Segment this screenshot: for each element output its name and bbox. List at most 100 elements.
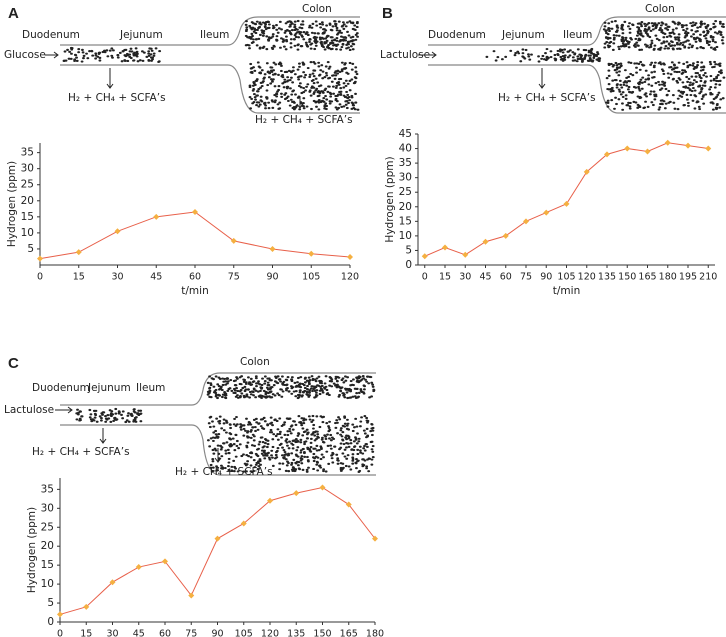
dot xyxy=(220,388,224,392)
dot xyxy=(261,446,265,449)
dot xyxy=(272,384,276,387)
dot xyxy=(296,385,300,388)
x-tick-label: 0 xyxy=(57,629,63,637)
dot xyxy=(254,452,258,456)
data-line xyxy=(59,486,376,615)
dot xyxy=(266,381,270,384)
dot xyxy=(308,418,312,421)
dot xyxy=(527,55,531,58)
dot xyxy=(330,454,333,457)
dot xyxy=(214,433,218,436)
y-tick-label: 15 xyxy=(41,559,54,571)
dot xyxy=(230,389,234,392)
dot xyxy=(559,55,563,59)
dot xyxy=(347,435,351,439)
arrow xyxy=(418,51,437,59)
dot xyxy=(340,105,344,108)
dot xyxy=(105,49,109,52)
dot xyxy=(218,377,222,381)
dot xyxy=(216,466,220,469)
y-tick-label: 45 xyxy=(399,128,412,140)
dot xyxy=(336,383,339,386)
dot xyxy=(327,462,331,466)
dot xyxy=(229,445,233,448)
dot xyxy=(627,79,630,83)
dot xyxy=(270,449,274,452)
dot xyxy=(317,449,321,452)
dot xyxy=(267,76,271,79)
dot xyxy=(658,61,662,64)
dot xyxy=(528,58,532,61)
dot xyxy=(649,29,653,32)
y-axis-label: Hydrogen (ppm) xyxy=(26,507,38,593)
dot xyxy=(332,44,335,47)
dot xyxy=(264,23,268,26)
dot xyxy=(324,375,328,378)
x-tick-label: 165 xyxy=(340,629,358,637)
dot xyxy=(138,59,142,62)
dot xyxy=(686,64,690,67)
dot xyxy=(244,382,248,385)
dot xyxy=(281,446,284,449)
dot xyxy=(363,449,367,452)
panel-label: C xyxy=(8,355,19,372)
dot xyxy=(621,42,625,45)
dot xyxy=(350,448,354,451)
dot xyxy=(244,29,248,33)
dot xyxy=(644,78,648,81)
dot xyxy=(353,76,357,79)
dot xyxy=(263,382,267,385)
dot xyxy=(275,456,279,459)
dot xyxy=(308,38,312,41)
dot xyxy=(307,415,311,418)
dot xyxy=(365,445,369,448)
dot xyxy=(287,447,291,450)
dot xyxy=(327,393,331,397)
dot xyxy=(222,422,226,425)
dot xyxy=(693,89,697,92)
dot xyxy=(123,59,127,62)
dot xyxy=(705,41,709,45)
dot xyxy=(679,91,683,94)
dot xyxy=(617,98,621,101)
dot xyxy=(303,386,307,390)
dot xyxy=(346,422,350,425)
dot xyxy=(617,74,621,77)
dot xyxy=(579,55,583,59)
x-tick-label: 120 xyxy=(578,272,596,283)
dot xyxy=(249,423,253,426)
dot xyxy=(709,85,713,89)
dot xyxy=(291,439,295,442)
dot xyxy=(207,422,211,425)
dot xyxy=(309,94,313,97)
dot xyxy=(289,21,293,24)
dot xyxy=(605,41,609,44)
dot xyxy=(617,34,621,37)
dot xyxy=(362,392,366,395)
products-label: H₂ + CH₄ + SCFA’s xyxy=(498,92,596,104)
dot xyxy=(273,394,277,397)
dot xyxy=(315,430,319,433)
dot xyxy=(628,22,631,25)
dot xyxy=(112,419,116,423)
dot xyxy=(341,38,345,42)
dot xyxy=(681,43,685,47)
dot xyxy=(614,96,617,99)
dot xyxy=(318,392,322,396)
dot xyxy=(327,47,331,50)
dot xyxy=(660,99,664,102)
dot xyxy=(695,65,699,68)
dot xyxy=(663,47,667,50)
dot xyxy=(335,33,339,36)
dot xyxy=(687,77,691,80)
dot xyxy=(294,453,298,456)
dot xyxy=(698,92,702,95)
dot xyxy=(233,384,237,387)
dot xyxy=(603,42,607,45)
dot xyxy=(245,470,248,473)
dot xyxy=(316,384,319,387)
dot xyxy=(296,376,300,380)
dot xyxy=(341,430,345,434)
dot xyxy=(628,27,632,30)
dot xyxy=(371,444,375,448)
